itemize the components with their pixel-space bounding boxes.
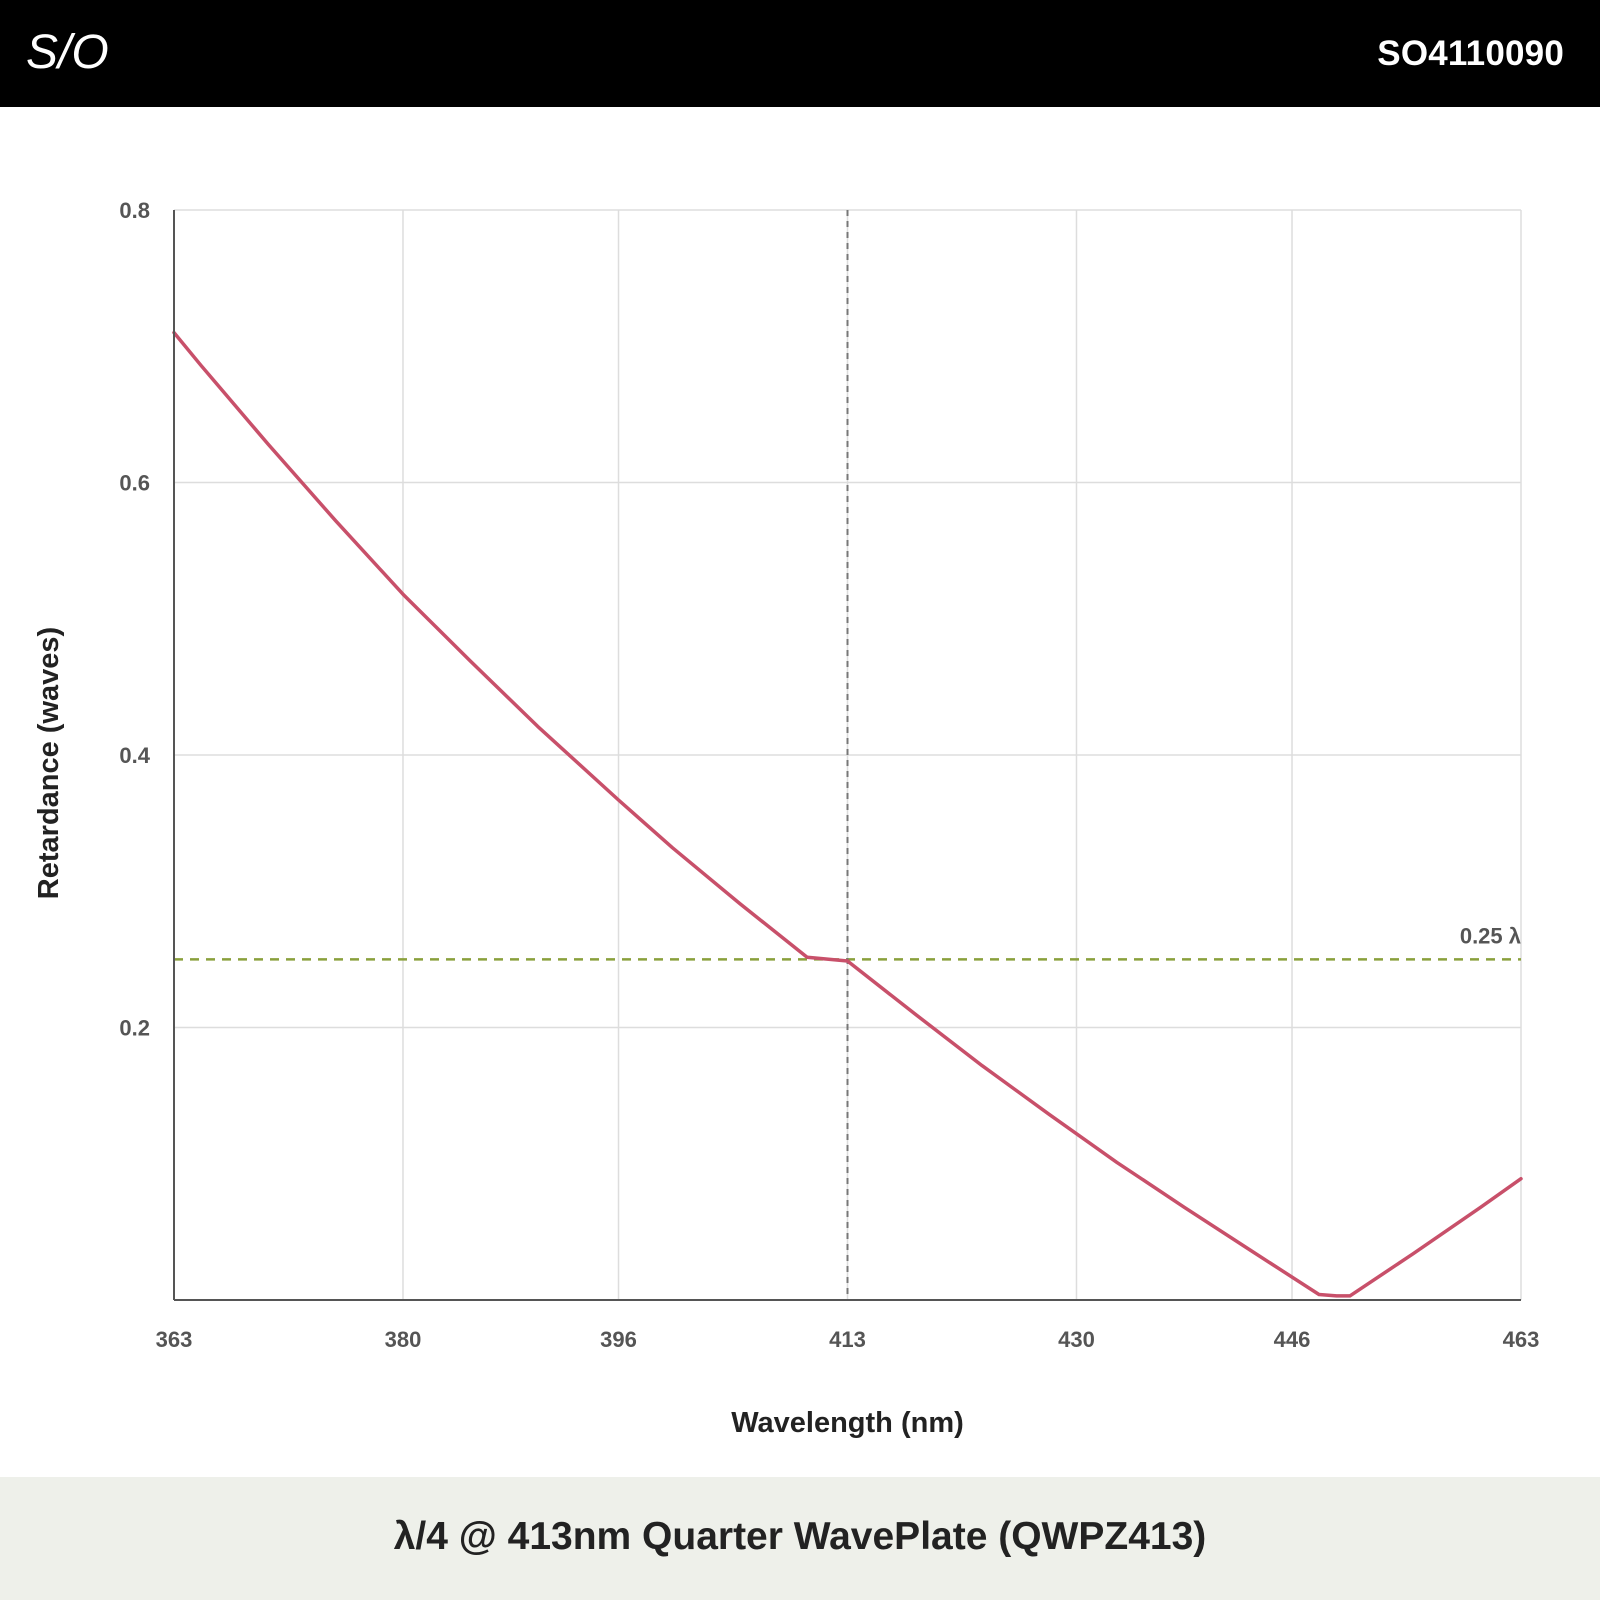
axis-layer — [173, 210, 1521, 1301]
x-tick-label: 463 — [1503, 1327, 1540, 1352]
y-tick-label: 0.6 — [119, 471, 150, 496]
retardance-series-line — [172, 330, 1523, 1298]
series-layer — [172, 330, 1523, 1298]
x-axis-title: Wavelength (nm) — [731, 1407, 964, 1439]
y-axis-title: Retardance (waves) — [33, 627, 65, 899]
y-tick-label: 0.2 — [119, 1016, 150, 1041]
reference-line-label: 0.25 λ — [1460, 923, 1521, 948]
x-tick-label: 413 — [829, 1327, 866, 1352]
y-tick-label: 0.4 — [119, 743, 150, 768]
footer-bar: λ/4 @ 413nm Quarter WavePlate (QWPZ413) — [0, 1477, 1600, 1600]
x-tick-label: 363 — [156, 1327, 193, 1352]
header-bar: S/O SO4110090 — [0, 0, 1600, 107]
x-tick-label: 380 — [385, 1327, 422, 1352]
product-title: λ/4 @ 413nm Quarter WavePlate (QWPZ413) — [393, 1514, 1207, 1558]
x-tick-label: 430 — [1058, 1327, 1095, 1352]
label-layer: 363 380 396 413 430 446 463 0.2 0.4 0.6 0.8 0.25 λ — [119, 198, 1539, 1352]
y-tick-label: 0.8 — [119, 198, 150, 223]
svg-text:S/O: S/O — [26, 26, 109, 79]
part-number: SO4110090 — [1377, 34, 1564, 73]
so-logo-icon: S/O — [26, 26, 109, 79]
x-tick-label: 446 — [1274, 1327, 1311, 1352]
x-tick-label: 396 — [600, 1327, 637, 1352]
